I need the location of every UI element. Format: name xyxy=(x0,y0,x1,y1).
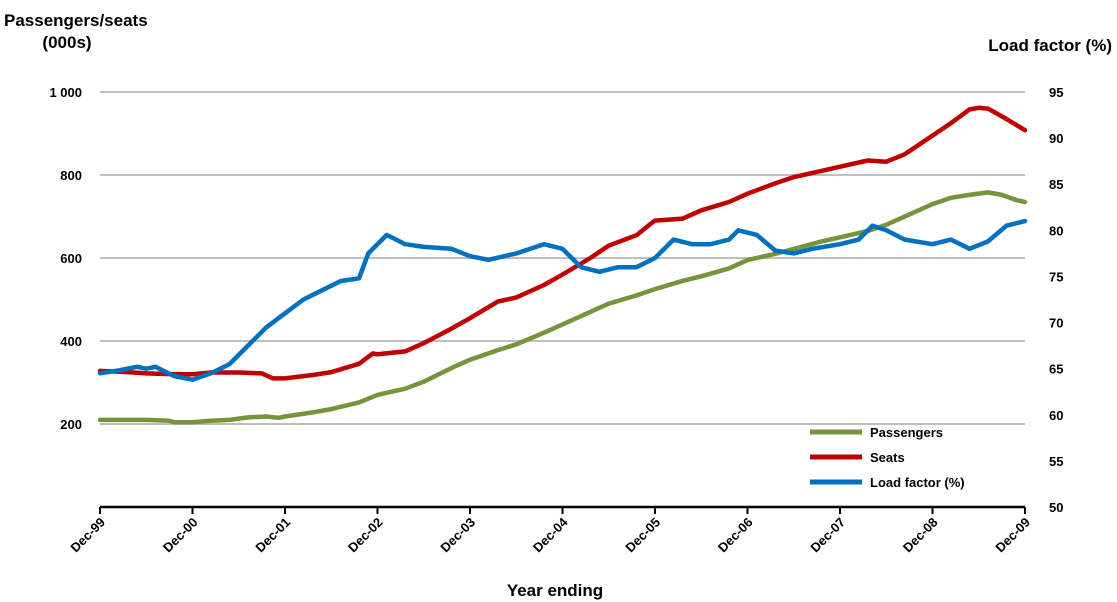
y-axis-left-ticks: 200 400 600 800 1 000 xyxy=(49,85,82,432)
y-tick-label-left: 400 xyxy=(60,334,82,349)
x-tick-label: Dec-02 xyxy=(345,515,386,556)
x-tick-label: Dec-06 xyxy=(715,515,756,556)
y-axis-left-title-line1: Passengers/seats xyxy=(4,11,148,30)
y-axis-right-title: Load factor (%) xyxy=(988,36,1112,55)
legend-item-seats: Seats xyxy=(810,450,905,465)
y-tick-label-right: 70 xyxy=(1049,316,1063,331)
x-tick-label: Dec-03 xyxy=(437,515,478,556)
y-tick-label-right: 95 xyxy=(1049,85,1063,100)
y-tick-label-right: 65 xyxy=(1049,362,1063,377)
legend-item-load-factor: Load factor (%) xyxy=(810,475,965,490)
y-tick-label-right: 75 xyxy=(1049,269,1063,284)
y-tick-label-right: 85 xyxy=(1049,177,1063,192)
series-line-seats xyxy=(97,105,1028,381)
x-tick-label: Dec-04 xyxy=(530,514,571,555)
y-tick-label-right: 60 xyxy=(1049,408,1063,423)
y-tick-label-right: 55 xyxy=(1049,454,1063,469)
x-tick-label: Dec-08 xyxy=(900,515,941,556)
x-tick-label: Dec-09 xyxy=(992,515,1033,556)
x-tick-label: Dec-07 xyxy=(807,515,848,556)
y-tick-label-right: 90 xyxy=(1049,131,1063,146)
series-line-passengers xyxy=(97,190,1028,425)
legend-item-passengers: Passengers xyxy=(810,425,943,440)
y-axis-right-ticks: 50 55 60 65 70 75 80 85 90 95 xyxy=(1049,85,1063,515)
x-tick-label: Dec-99 xyxy=(67,515,108,556)
x-tick-label: Dec-01 xyxy=(252,515,293,556)
x-tick-label: Dec-05 xyxy=(622,515,663,556)
legend: Passengers Seats Load factor (%) xyxy=(810,425,965,490)
legend-label-passengers: Passengers xyxy=(870,425,943,440)
x-axis-ticks: Dec-99 Dec-00 Dec-01 Dec-02 Dec-03 Dec-04 Dec-… xyxy=(67,507,1033,555)
series-line-load-factor xyxy=(97,218,1028,382)
y-axis-left-title-line2: (000s) xyxy=(42,33,91,52)
series-lines xyxy=(97,105,1028,425)
x-axis-title: Year ending xyxy=(507,581,603,600)
y-tick-label-right: 80 xyxy=(1049,223,1063,238)
legend-label-load-factor: Load factor (%) xyxy=(870,475,965,490)
y-tick-label-left: 1 000 xyxy=(49,85,82,100)
y-tick-label-left: 200 xyxy=(60,417,82,432)
x-tick-label: Dec-00 xyxy=(160,515,201,556)
y-tick-label-right: 50 xyxy=(1049,500,1063,515)
y-tick-label-left: 800 xyxy=(60,168,82,183)
y-tick-label-left: 600 xyxy=(60,251,82,266)
legend-label-seats: Seats xyxy=(870,450,905,465)
